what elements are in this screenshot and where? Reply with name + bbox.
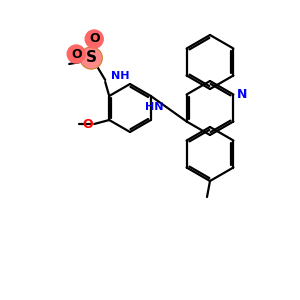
Circle shape: [67, 45, 85, 63]
Text: O: O: [82, 118, 93, 130]
Text: O: O: [71, 47, 82, 61]
Text: NH: NH: [111, 71, 130, 81]
Text: HN: HN: [145, 102, 164, 112]
Text: N: N: [236, 88, 247, 101]
Text: O: O: [89, 32, 100, 46]
Circle shape: [80, 47, 102, 69]
Circle shape: [85, 30, 103, 48]
Text: S: S: [86, 50, 97, 65]
